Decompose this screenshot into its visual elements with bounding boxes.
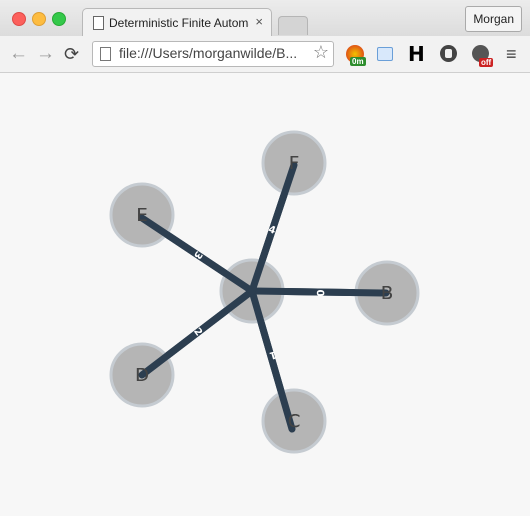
bookmark-star-icon[interactable]: ☆ [312, 42, 329, 62]
url-text[interactable]: file:///Users/morganwilde/B... [119, 45, 298, 61]
tab-close-icon[interactable]: × [255, 14, 263, 29]
menu-icon[interactable]: ≡ [506, 44, 517, 64]
edge-overlay-E [138, 214, 256, 295]
browser-tab[interactable]: Deterministic Finite Automa × [82, 8, 272, 37]
state-node-C[interactable] [261, 388, 327, 454]
tab-title: Deterministic Finite Automa [109, 16, 249, 30]
page-icon [93, 16, 104, 30]
edge-label-B: 0 [314, 289, 325, 296]
edge-label-F: 4 [267, 224, 277, 237]
state-label-top-E: E [136, 205, 147, 226]
profile-button[interactable]: Morgan [465, 6, 522, 32]
state-label-top-D: D [135, 365, 149, 386]
state-label-top-C: C [288, 411, 301, 432]
extension-timer-badge: 0m [350, 57, 366, 66]
back-button[interactable]: ← [9, 43, 28, 64]
edge-overlay-D [138, 287, 256, 379]
extension-hand-icon[interactable] [440, 45, 457, 62]
window-titlebar: Deterministic Finite Automa × Morgan [0, 0, 530, 37]
extension-h-icon[interactable]: H [408, 42, 425, 66]
edge-overlay-F [248, 161, 298, 295]
address-bar[interactable]: file:///Users/morganwilde/B... ☆ [92, 41, 334, 67]
reload-button[interactable]: ⟳ [64, 44, 80, 64]
file-icon [100, 47, 111, 61]
extension-clock-badge: off [479, 58, 494, 67]
browser-toolbar: ← → ⟳ file:///Users/morganwilde/B... ☆ 0… [0, 36, 530, 73]
new-tab-button[interactable] [278, 16, 308, 35]
extension-clock-icon[interactable] [472, 45, 489, 62]
edge-overlay-B [248, 287, 390, 297]
close-window-button[interactable] [12, 12, 26, 26]
maximize-window-button[interactable] [52, 12, 66, 26]
extension-window-icon[interactable] [377, 47, 393, 61]
forward-button[interactable]: → [36, 43, 55, 64]
state-label-top-B: B [381, 283, 393, 304]
edge-label-E: 3 [191, 249, 204, 261]
minimize-window-button[interactable] [32, 12, 46, 26]
edge-label-C: 1 [268, 348, 278, 361]
edge-overlay-C [248, 287, 296, 433]
state-label-top-F: F [289, 153, 299, 174]
